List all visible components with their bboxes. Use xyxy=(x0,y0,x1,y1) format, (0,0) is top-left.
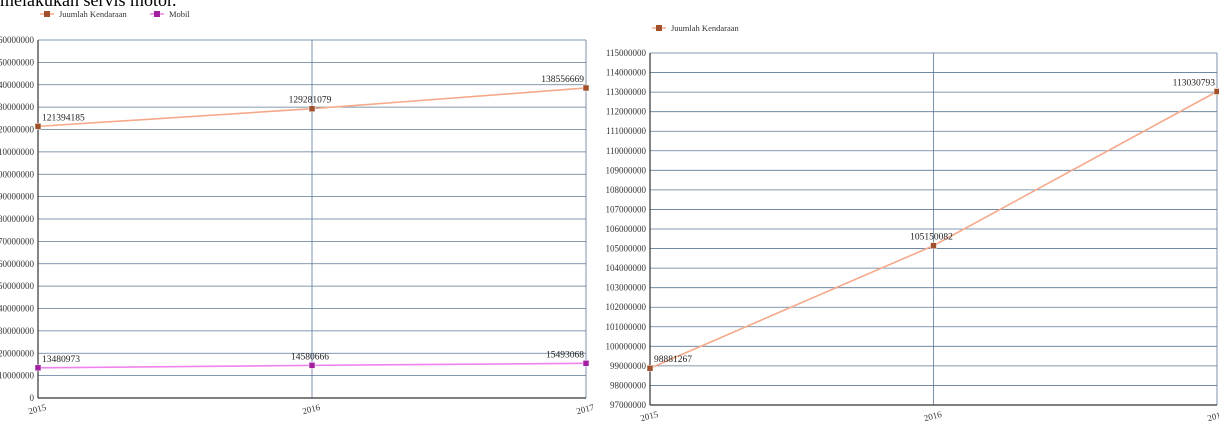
chart1-y-tick-label: 130000000 xyxy=(0,102,35,112)
chart1-data-point xyxy=(34,364,42,372)
chart2-x-tick-label: 2015 xyxy=(639,409,659,421)
chart1-data-label: 129281079 xyxy=(289,96,332,106)
chart1-x-tick-label: 2016 xyxy=(301,402,321,416)
chart2-y-tick-label: 100000000 xyxy=(606,341,647,351)
chart1-y-tick-label: 160000000 xyxy=(0,35,35,45)
chart1-legend-label: Mobil xyxy=(169,9,190,19)
chart1-y-tick-label: 80000000 xyxy=(0,214,35,224)
chart2-x-tick-label: 2017 xyxy=(1206,409,1219,421)
chart1-y-tick-label: 20000000 xyxy=(0,348,35,358)
chart2-y-tick-label: 106000000 xyxy=(606,224,647,234)
chart1-data-point xyxy=(308,105,316,112)
chart1-y-tick-label: 10000000 xyxy=(0,371,35,381)
chart1-y-tick-label: 60000000 xyxy=(0,259,35,269)
chart1-y-tick-label: 120000000 xyxy=(0,125,35,135)
chart1-data-point xyxy=(582,84,590,92)
chart2-y-tick-label: 105000000 xyxy=(606,244,647,254)
chart2-y-tick-label: 107000000 xyxy=(606,204,647,214)
chart2-y-tick-label: 97000000 xyxy=(610,400,647,410)
chart2-y-tick-label: 115000000 xyxy=(606,48,647,58)
chart1-y-tick-label: 50000000 xyxy=(0,281,35,291)
chart1-y-tick-label: 30000000 xyxy=(0,326,35,336)
chart2-y-tick-label: 102000000 xyxy=(606,302,647,312)
chart1-y-tick-label: 150000000 xyxy=(0,57,35,67)
chart1-legend-marker xyxy=(154,11,160,17)
chart2-y-tick-label: 98000000 xyxy=(610,380,647,390)
chart1-data-label: 15493068 xyxy=(546,350,584,360)
chart2-data-point xyxy=(646,364,654,372)
chart1-y-tick-label: 110000000 xyxy=(0,147,34,157)
chart1-y-tick-label: 70000000 xyxy=(0,236,35,246)
chart2-data-label: 105150082 xyxy=(910,233,953,243)
chart2-y-tick-label: 101000000 xyxy=(606,322,647,332)
chart1-data-point xyxy=(34,123,42,130)
chart2-legend-marker xyxy=(656,25,662,31)
chart2-legend-label: Juumlah Kendaraan xyxy=(671,23,739,33)
chart2-y-tick-label: 114000000 xyxy=(606,68,647,78)
chart2-y-tick-label: 113000000 xyxy=(606,87,647,97)
chart1-y-tick-label: 0 xyxy=(30,393,35,403)
chart1-data-label: 121394185 xyxy=(42,113,85,123)
chart2-y-tick-label: 104000000 xyxy=(606,263,647,273)
chart2-data-point xyxy=(1213,88,1219,95)
chart2-data-label: 98881267 xyxy=(654,355,692,365)
chart2-data-point xyxy=(930,242,937,249)
chart1-y-tick-label: 90000000 xyxy=(0,192,35,202)
chart2-y-tick-label: 111000000 xyxy=(606,126,646,136)
chart1-legend-marker xyxy=(44,11,50,17)
chart1-data-point xyxy=(308,362,316,369)
chart1-legend-label: Juumlah Kendaraan xyxy=(59,9,127,19)
chart2-y-tick-label: 103000000 xyxy=(606,283,647,293)
chart1-x-tick-label: 2015 xyxy=(27,402,47,416)
chart2-y-tick-label: 108000000 xyxy=(606,185,647,195)
chart2-x-tick-label: 2016 xyxy=(923,409,943,421)
chart2-y-tick-label: 112000000 xyxy=(606,107,647,117)
chart1-y-tick-label: 100000000 xyxy=(0,169,35,179)
chart2-y-tick-label: 109000000 xyxy=(606,165,647,175)
chart1-data-label: 138556669 xyxy=(541,75,584,85)
chart2-y-tick-label: 99000000 xyxy=(610,361,647,371)
chart1-data-point xyxy=(582,360,590,367)
chart2-y-tick-label: 110000000 xyxy=(606,146,647,156)
chart1-x-tick-label: 2017 xyxy=(575,402,595,416)
chart1-y-tick-label: 40000000 xyxy=(0,304,35,314)
page-text: melakukan servis motor. xyxy=(0,0,177,10)
chart1-data-label: 13480973 xyxy=(42,355,80,365)
chart2-data-label: 113030793 xyxy=(1173,79,1216,89)
chart1-y-tick-label: 140000000 xyxy=(0,80,35,90)
chart1-data-label: 14580666 xyxy=(291,352,329,362)
